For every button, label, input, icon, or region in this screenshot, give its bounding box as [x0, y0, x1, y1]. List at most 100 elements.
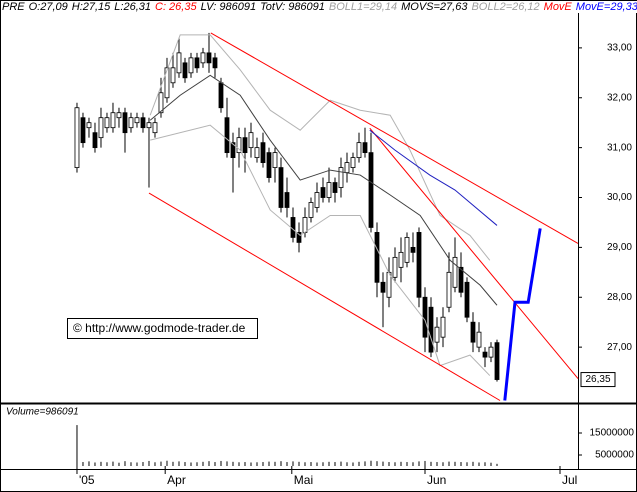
- candle-body: [140, 117, 146, 129]
- header-item: L:26,31: [114, 1, 151, 13]
- candle-body: [176, 52, 182, 74]
- candle-body: [266, 152, 272, 178]
- candle-body: [392, 256, 398, 278]
- candle-body: [146, 122, 152, 129]
- candle-body: [476, 331, 482, 348]
- overlay-line: [369, 127, 579, 379]
- candle-body: [260, 142, 266, 163]
- candle-body: [152, 122, 158, 134]
- x-tick-label: Mai: [294, 473, 313, 487]
- y-tick-label: 31,00: [607, 142, 632, 153]
- last-price-label: 26,35: [585, 374, 610, 385]
- x-tick-label: Apr: [167, 473, 186, 487]
- header-item: C: 26,35: [155, 1, 197, 13]
- y-tick-label: 27,00: [607, 342, 632, 353]
- header: PRE O:27,09 H:27,15 L:26,31 C: 26,35 LV: 9860…: [2, 1, 637, 13]
- copyright: © http://www.godmode-trader.de: [73, 321, 246, 335]
- candle-body: [242, 137, 248, 154]
- header-item: H:27,15: [71, 1, 111, 13]
- candle-body: [470, 321, 476, 343]
- candle-body: [356, 142, 362, 159]
- candle-body: [398, 251, 404, 268]
- candle-body: [452, 256, 458, 288]
- overlay-line: [149, 74, 498, 306]
- candle-body: [194, 57, 200, 69]
- overlay-line: [149, 34, 491, 261]
- candle-body: [446, 271, 452, 308]
- candle-body: [104, 117, 110, 129]
- candle-body: [290, 217, 296, 238]
- candle-body: [404, 237, 410, 263]
- candle-body: [170, 67, 176, 84]
- copyright-box: [67, 318, 258, 339]
- candle-body: [482, 351, 488, 358]
- candle-body: [236, 137, 242, 154]
- overlay-line: [503, 228, 542, 401]
- header-item: O:27,09: [28, 1, 68, 13]
- candle-body: [350, 157, 356, 168]
- candle-body: [374, 232, 380, 283]
- candle-body: [80, 117, 86, 144]
- candle-body: [494, 342, 500, 380]
- candle-body: [440, 316, 446, 338]
- candle-body: [134, 117, 140, 124]
- candle-body: [74, 107, 80, 168]
- candle-body: [368, 152, 374, 228]
- x-tick-label: Jun: [427, 473, 446, 487]
- candle-body: [314, 192, 320, 208]
- candle-body: [326, 182, 332, 198]
- candle-body: [380, 281, 386, 293]
- candle-body: [248, 132, 254, 149]
- y-tick-label: 32,00: [607, 92, 632, 103]
- candle-body: [434, 326, 440, 343]
- overlay-line: [150, 124, 491, 376]
- candle-body: [284, 192, 290, 208]
- candle-body: [296, 232, 302, 243]
- candle-body: [218, 82, 224, 109]
- candle-body: [416, 232, 422, 298]
- candle-body: [230, 142, 236, 159]
- candle-body: [206, 52, 212, 64]
- candle-body: [254, 147, 260, 159]
- candle-body: [332, 182, 338, 193]
- candle-body: [320, 187, 326, 198]
- candle-body: [86, 122, 92, 129]
- candle-body: [410, 246, 416, 253]
- candle-body: [92, 132, 98, 149]
- candle-body: [116, 112, 122, 119]
- candle-body: [122, 112, 128, 134]
- overlay-line: [148, 192, 501, 401]
- header-item: BOLL2=26,12: [471, 1, 540, 13]
- header-item: MOVS=27,63: [401, 1, 468, 13]
- candle-body: [182, 62, 188, 79]
- candle-body: [458, 266, 464, 293]
- candle-body: [110, 112, 116, 129]
- candle-body: [164, 67, 170, 99]
- candle-body: [308, 202, 314, 218]
- candle-body: [272, 152, 278, 168]
- header-item: BOLL1=29,14: [328, 1, 398, 13]
- candle-body: [128, 117, 134, 129]
- candle-body: [278, 167, 284, 208]
- candle-body: [338, 167, 344, 188]
- candle-body: [212, 57, 218, 69]
- candle-body: [344, 162, 350, 173]
- candle-body: [428, 306, 434, 353]
- header-item: TotV: 986091: [260, 1, 325, 13]
- candle-body: [488, 346, 494, 358]
- candle-body: [158, 92, 164, 114]
- header-item: MovE=29,33: [575, 1, 637, 13]
- candle-body: [362, 142, 368, 154]
- candle-body: [98, 117, 104, 139]
- y-tick-label: 30,00: [607, 192, 632, 203]
- overlay-line: [210, 32, 579, 244]
- last-price-box: [580, 372, 616, 388]
- candle-body: [188, 57, 194, 74]
- x-tick-label: Jul: [562, 473, 577, 487]
- volume-tick-label: 5000000: [595, 450, 634, 461]
- candle-body: [200, 52, 206, 64]
- volume-label: Volume=986091: [6, 407, 79, 418]
- x-tick-label: '05: [79, 473, 95, 487]
